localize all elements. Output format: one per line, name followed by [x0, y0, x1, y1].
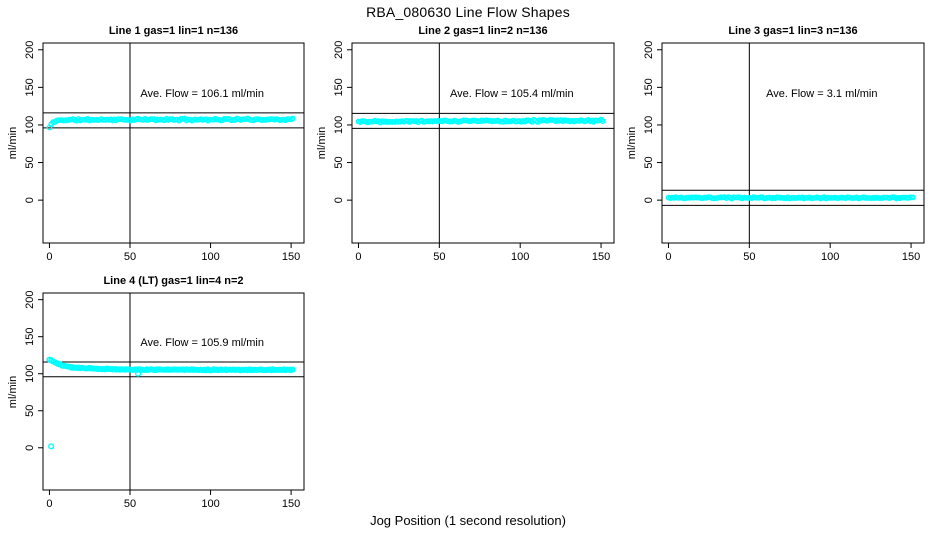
panel-3: 0 50 100 150 0 50 100 150 200	[643, 41, 925, 263]
x-tick-label: 0	[355, 251, 361, 263]
y-tick-label: 150	[24, 328, 36, 346]
x-tick-label: 50	[124, 251, 136, 263]
y-tick-label: 50	[333, 156, 345, 168]
ave-flow-annotation: Ave. Flow = 3.1 ml/min	[766, 87, 878, 100]
panel-1: 0 50 100 150 0 50 100 150 200	[24, 41, 305, 263]
y-tick-label: 200	[333, 41, 345, 59]
y-tick-label: 100	[24, 365, 36, 383]
y-tick-label: 150	[643, 78, 655, 96]
y-tick-label: 150	[333, 78, 345, 96]
y-tick-label: 200	[643, 41, 655, 59]
y-tick-label: 0	[333, 197, 345, 203]
y-tick-label: 100	[24, 116, 36, 134]
y-tick-label: 150	[24, 78, 36, 96]
plot-box	[42, 42, 305, 244]
data-points	[46, 115, 296, 131]
main-title: RBA_080630 Line Flow Shapes	[366, 4, 570, 20]
y-tick-label: 100	[333, 116, 345, 134]
y-tick-label: 0	[24, 445, 36, 451]
y-tick-label: 0	[643, 197, 655, 203]
plot-box	[661, 42, 925, 244]
y-axis-label: ml/min	[7, 375, 19, 408]
panel-title-1: Line 1 gas=1 lin=1 n=136	[108, 25, 239, 37]
outlier-point	[47, 443, 55, 450]
data-points	[46, 356, 296, 450]
y-axis-label: ml/min	[626, 126, 638, 160]
y-tick-label: 200	[24, 41, 36, 59]
panel-title-4: Line 4 (LT) gas=1 lin=4 n=2	[103, 275, 244, 287]
x-tick-label: 100	[511, 251, 529, 263]
x-tick-label: 50	[124, 498, 136, 510]
x-tick-label: 0	[46, 251, 52, 263]
panel-title-3: Line 3 gas=1 lin=3 n=136	[728, 25, 858, 37]
x-tick-label: 100	[821, 251, 839, 263]
y-axis-label: ml/min	[316, 126, 328, 160]
y-axis-label: ml/min	[7, 126, 19, 160]
x-tick-label: 150	[282, 251, 300, 263]
y-tick-label: 50	[24, 405, 36, 417]
ave-flow-annotation: Ave. Flow = 105.4 ml/min	[450, 87, 574, 100]
x-axis-label: Jog Position (1 second resolution)	[370, 513, 566, 528]
x-tick-label: 150	[282, 498, 300, 510]
y-tick-label: 50	[24, 156, 36, 168]
outlier-point	[135, 370, 142, 377]
x-tick-label: 50	[743, 251, 755, 263]
plot-box	[42, 292, 305, 491]
y-tick-label: 100	[643, 116, 655, 134]
x-tick-label: 150	[592, 251, 610, 263]
y-tick-label: 50	[643, 156, 655, 168]
panel-2: 0 50 100 150 0 50 100 150 200	[333, 41, 615, 263]
data-points	[355, 116, 606, 126]
y-tick-label: 200	[24, 290, 36, 308]
x-tick-label: 50	[433, 251, 445, 263]
data-points	[665, 194, 916, 202]
panel-title-2: Line 2 gas=1 lin=2 n=136	[418, 25, 548, 37]
panel-4: 0 50 100 150 0 50 100 150 200	[24, 290, 305, 510]
x-tick-label: 0	[46, 498, 52, 510]
x-tick-label: 150	[902, 251, 920, 263]
x-tick-label: 0	[665, 251, 671, 263]
ave-flow-annotation: Ave. Flow = 105.9 ml/min	[140, 337, 264, 350]
ave-flow-annotation: Ave. Flow = 106.1 ml/min	[140, 87, 264, 100]
plot-box	[351, 42, 615, 244]
x-tick-label: 100	[201, 251, 219, 263]
x-tick-label: 100	[201, 498, 219, 510]
y-tick-label: 0	[24, 197, 36, 203]
